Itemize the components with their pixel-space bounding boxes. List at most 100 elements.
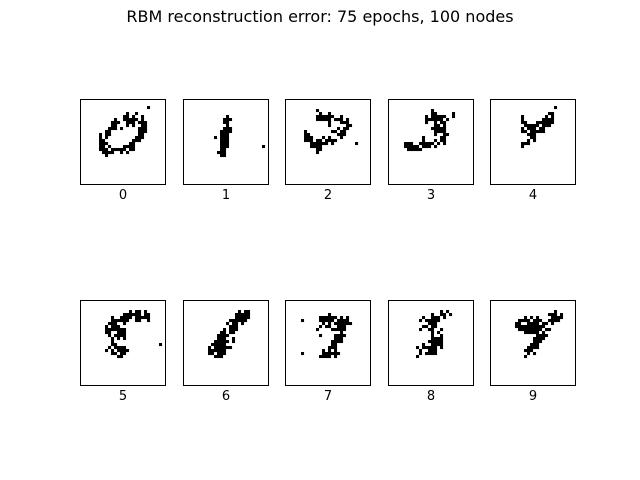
pixel [211, 352, 215, 356]
pixel [223, 145, 227, 149]
pixel [325, 142, 329, 146]
pixel [419, 148, 423, 152]
pixel [105, 142, 109, 146]
pixel [319, 115, 323, 119]
pixel [331, 352, 335, 356]
pixel [223, 130, 227, 134]
pixel [428, 340, 432, 344]
pixel [126, 313, 130, 317]
pixel [220, 352, 224, 356]
pixel [220, 151, 224, 155]
pixel [105, 130, 109, 134]
pixel [301, 319, 305, 323]
pixel [244, 313, 248, 317]
pixel [334, 355, 338, 359]
pixel [322, 115, 326, 119]
pixel [123, 328, 127, 332]
pixel [443, 133, 447, 137]
pixel [530, 127, 534, 131]
pixel [138, 133, 142, 137]
pixel [223, 331, 227, 335]
pixel [132, 313, 136, 317]
pixel [108, 130, 112, 134]
pixel [229, 346, 233, 350]
digit-image-7 [285, 300, 371, 386]
pixel [536, 346, 540, 350]
pixel [533, 124, 537, 128]
pixel [120, 127, 124, 131]
pixel [147, 106, 151, 110]
pixel [108, 322, 112, 326]
pixel [331, 316, 335, 320]
pixel [226, 334, 230, 338]
pixel [422, 316, 426, 320]
pixel [229, 127, 233, 131]
pixel [434, 322, 438, 326]
pixel [220, 148, 224, 152]
pixel [117, 337, 121, 341]
pixel [518, 328, 522, 332]
pixel [337, 337, 341, 341]
pixel [328, 118, 332, 122]
pixel [325, 115, 329, 119]
pixel [443, 136, 447, 140]
pixel [343, 325, 347, 329]
pixel [527, 352, 531, 356]
pixel [527, 322, 531, 326]
pixel [340, 325, 344, 329]
pixel [431, 349, 435, 353]
pixel [346, 316, 350, 320]
pixel [422, 139, 426, 143]
pixel [425, 118, 429, 122]
pixel [431, 118, 435, 122]
pixel [108, 145, 112, 149]
pixel [220, 355, 224, 359]
pixel [316, 328, 320, 332]
digit-image-3 [388, 99, 474, 185]
pixel [431, 112, 435, 116]
pixel [334, 328, 338, 332]
pixel [551, 115, 555, 119]
pixel [346, 118, 350, 122]
pixel [428, 118, 432, 122]
pixel [129, 121, 133, 125]
pixel [226, 118, 230, 122]
pixel [536, 316, 540, 320]
pixel [434, 349, 438, 353]
pixel [319, 334, 323, 338]
pixel [220, 346, 224, 350]
pixel [114, 124, 118, 128]
pixel [132, 118, 136, 122]
pixel [117, 349, 121, 353]
pixel [334, 346, 338, 350]
pixel [346, 319, 350, 323]
pixel [114, 148, 118, 152]
pixel [443, 130, 447, 134]
pixel [105, 154, 109, 158]
pixel [557, 319, 561, 323]
pixel [404, 145, 408, 149]
pixel [229, 331, 233, 335]
pixel [545, 124, 549, 128]
pixel [226, 124, 230, 128]
panel-label-9: 9 [528, 389, 538, 404]
pixel [548, 118, 552, 122]
pixel [226, 142, 230, 146]
pixel [223, 337, 227, 341]
pixel [515, 325, 519, 329]
pixel [431, 352, 435, 356]
pixel [229, 325, 233, 329]
pixel [331, 346, 335, 350]
pixel [437, 127, 441, 131]
pixel [144, 124, 148, 128]
pixel [117, 334, 121, 338]
digit-image-9 [490, 300, 576, 386]
pixel [319, 145, 323, 149]
pixel [114, 319, 118, 323]
pixel [524, 130, 528, 134]
pixel [431, 109, 435, 113]
pixel [108, 346, 112, 350]
pixel [214, 136, 218, 140]
digit-panel-7: 7 [285, 300, 371, 405]
pixel [539, 328, 543, 332]
